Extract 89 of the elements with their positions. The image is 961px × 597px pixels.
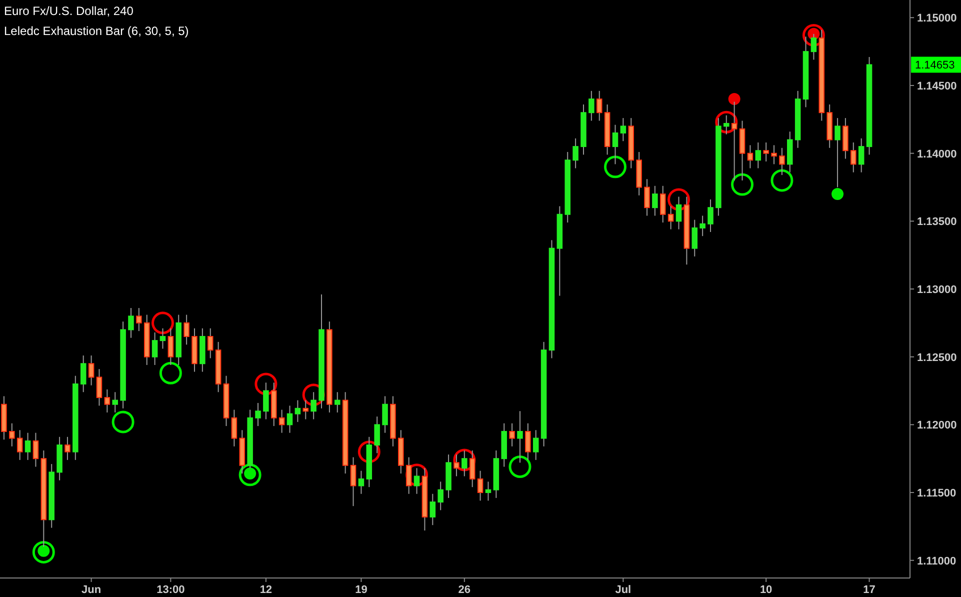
text: Leledc Exhaustion Bar (6, 30, 5, 5) <box>4 24 189 38</box>
candlestick <box>278 409 285 434</box>
candlestick <box>676 196 682 230</box>
candlestick <box>32 432 39 468</box>
candlestick <box>834 118 840 188</box>
candlestick <box>652 185 658 216</box>
candlestick <box>779 147 785 176</box>
candlestick <box>850 142 856 173</box>
candlestick <box>517 410 523 464</box>
x-tick-label: 19 <box>355 584 368 596</box>
candlestick <box>382 396 388 434</box>
candlestick <box>763 142 769 162</box>
candlestick <box>294 400 301 422</box>
candlestick <box>532 430 539 460</box>
candlestick <box>700 215 706 237</box>
candlestick <box>64 436 70 460</box>
candlestick <box>810 33 817 60</box>
candlestick <box>9 422 15 447</box>
chart-title: Euro Fx/U.S. Dollar, 240 <box>4 4 134 18</box>
candlestick <box>525 422 531 460</box>
candlestick <box>334 392 340 413</box>
candlestick <box>438 481 444 511</box>
x-tick-label: Jun <box>82 584 102 596</box>
candlestick <box>231 409 238 447</box>
candlestick <box>350 456 356 507</box>
candlestick <box>358 470 364 494</box>
candlestick <box>263 382 269 420</box>
candlestick <box>469 450 476 488</box>
candlestick <box>747 144 754 169</box>
candlestick <box>612 124 618 165</box>
candlestick <box>724 114 730 135</box>
y-tick-label: 1.12500 <box>917 352 957 364</box>
candlestick <box>80 354 86 393</box>
candlestick <box>207 328 214 359</box>
candlestick <box>24 432 31 460</box>
y-tick-label: 1.15000 <box>917 12 957 25</box>
x-tick-label: 17 <box>863 584 876 596</box>
candlestick <box>255 402 261 427</box>
candlestick <box>112 392 118 413</box>
candlestick <box>136 307 142 332</box>
x-tick-label: Jul <box>615 584 632 596</box>
y-tick-label: 1.14500 <box>917 80 957 92</box>
candlestick <box>414 468 420 494</box>
x-tick-label: 13:00 <box>156 584 185 596</box>
candlestick <box>660 185 666 224</box>
y-tick-label: 1.12000 <box>917 420 957 432</box>
point <box>728 93 740 106</box>
candlestick <box>96 368 102 406</box>
candlestick <box>168 328 174 366</box>
point <box>832 188 844 200</box>
candlestick <box>620 118 626 142</box>
candlestick <box>152 332 158 366</box>
candlestick <box>485 481 492 502</box>
y-tick-label: 1.13500 <box>917 216 957 228</box>
candlestick <box>588 90 594 122</box>
x-tick-label: 26 <box>458 584 471 596</box>
candlestick <box>708 198 714 233</box>
candlestick <box>160 328 166 350</box>
candlestick <box>755 142 762 169</box>
candlestick <box>88 354 94 386</box>
candlestick <box>477 470 484 502</box>
candlestick <box>462 450 468 477</box>
candlestick <box>596 90 602 122</box>
candlestick <box>771 144 777 165</box>
y-tick-label: 1.14000 <box>917 148 957 160</box>
candlestick <box>858 138 864 173</box>
y-tick-label: 1.13000 <box>917 284 957 296</box>
candlestick <box>731 101 738 181</box>
candlestick <box>406 456 412 494</box>
candlestick <box>509 422 515 447</box>
x-tick-label: 10 <box>760 584 772 596</box>
candlestick <box>104 388 110 413</box>
candlestick <box>374 416 380 454</box>
candlestick <box>454 454 460 477</box>
candlestick <box>16 430 23 460</box>
x-tick-label: 12 <box>260 584 272 596</box>
y-tick-label: 1.11000 <box>917 555 956 568</box>
candlestick <box>302 400 309 420</box>
text: 1.14653 <box>915 60 955 72</box>
candlestick <box>128 307 134 338</box>
candlestick <box>286 405 293 434</box>
y-tick-label: 1.11500 <box>917 488 956 500</box>
candlestick <box>692 219 698 257</box>
candlestick <box>644 178 650 216</box>
candlestick <box>310 392 316 420</box>
candlestick <box>184 314 190 346</box>
candlestick <box>430 493 436 526</box>
candlestick <box>572 138 578 169</box>
candlestick <box>668 206 674 230</box>
